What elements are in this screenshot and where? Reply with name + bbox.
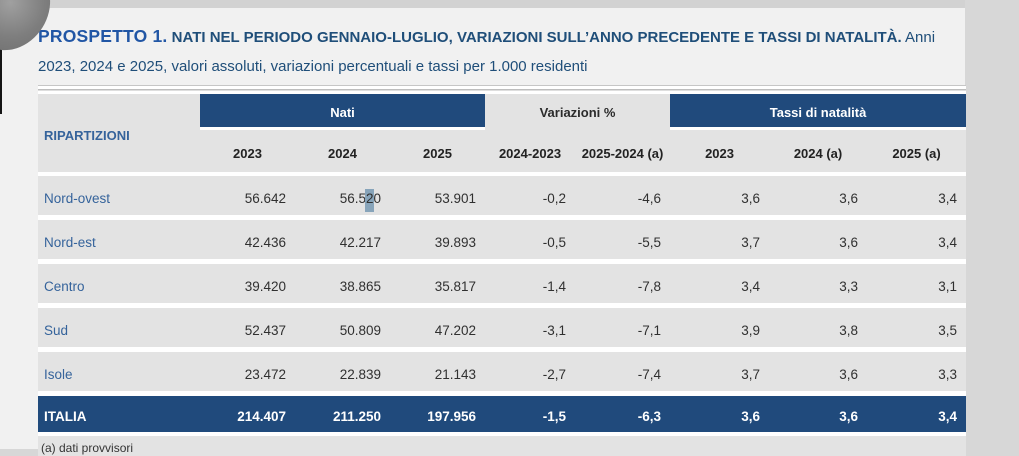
data-cell: 197.956 — [390, 396, 486, 436]
data-cell: 3,4 — [867, 396, 967, 436]
row-label: Nord-ovest — [38, 176, 200, 220]
data-cell: 53.901 — [390, 176, 486, 220]
data-cell: 3,6 — [769, 220, 868, 264]
data-cell: 21.143 — [390, 352, 486, 396]
column-header: 2024 — [295, 130, 390, 176]
data-cell: -2,7 — [485, 352, 576, 396]
data-cell: 56.520 — [295, 176, 390, 220]
table-row: Nord-est 42.436 42.217 39.893 -0,5 -5,5 3,7 3,6… — [38, 220, 967, 264]
column-header: 2023 — [200, 130, 295, 176]
data-cell: 56.642 — [200, 176, 295, 220]
total-row: ITALIA 214.407 211.250 197.956 -1,5 -6,3 3,6 3,… — [38, 396, 967, 436]
data-cell: -1,4 — [485, 264, 576, 308]
table-body: Nord-ovest 56.642 56.520 53.901 -0,2 -4,6 3,6 3… — [38, 176, 967, 436]
table-row: Nord-ovest 56.642 56.520 53.901 -0,2 -4,6 3,6 3… — [38, 176, 967, 220]
row-label: Centro — [38, 264, 200, 308]
column-group-nati: Nati — [200, 94, 486, 130]
table-footnote: (a) dati provvisori — [38, 436, 966, 456]
table-title: PROSPETTO 1. NATI NEL PERIODO GENNAIO-LU… — [38, 22, 966, 81]
column-header: 2023 — [670, 130, 770, 176]
right-gray-strip — [965, 0, 1019, 456]
table-header: RIPARTIZIONI Nati Variazioni % Tassi di na… — [38, 94, 967, 176]
data-cell: 3,4 — [867, 220, 967, 264]
data-cell: -3,1 — [485, 308, 576, 352]
title-divider-rule — [38, 85, 966, 94]
data-cell: 39.420 — [200, 264, 295, 308]
data-cell: -1,5 — [485, 396, 576, 436]
data-cell: -7,8 — [575, 264, 671, 308]
top-gray-strip — [0, 0, 1019, 8]
data-cell: 3,6 — [670, 396, 770, 436]
data-cell: 3,1 — [867, 264, 967, 308]
data-cell: -4,6 — [575, 176, 671, 220]
data-cell: 3,3 — [769, 264, 868, 308]
column-group-variazioni-: Variazioni % — [485, 94, 671, 130]
left-edge-artifact — [0, 0, 2, 114]
column-group-tassi-di-natalit-: Tassi di natalità — [670, 94, 967, 130]
data-cell: 3,7 — [670, 352, 770, 396]
column-header: 2024 (a) — [769, 130, 868, 176]
data-cell: -0,5 — [485, 220, 576, 264]
title-subtitle: Anni 2023, 2024 e 2025, valori assoluti,… — [38, 29, 936, 75]
selection-highlight: 2 — [364, 188, 375, 212]
prospetto-table: RIPARTIZIONI Nati Variazioni % Tassi di na… — [38, 94, 967, 436]
data-cell: -5,5 — [575, 220, 671, 264]
data-cell: 3,6 — [670, 176, 770, 220]
data-cell: 3,6 — [769, 396, 868, 436]
column-header: 2025-2024 (a) — [575, 130, 671, 176]
data-cell: 3,6 — [769, 352, 868, 396]
data-cell: 3,3 — [867, 352, 967, 396]
row-label: Sud — [38, 308, 200, 352]
data-cell: 39.893 — [390, 220, 486, 264]
document-content: PROSPETTO 1. NATI NEL PERIODO GENNAIO-LU… — [38, 8, 967, 456]
data-cell: 3,4 — [867, 176, 967, 220]
row-label: Nord-est — [38, 220, 200, 264]
title-prefix: PROSPETTO 1. — [38, 26, 168, 46]
table-row: Sud 52.437 50.809 47.202 -3,1 -7,1 3,9 3,8 3,5 — [38, 308, 967, 352]
data-cell: 52.437 — [200, 308, 295, 352]
data-cell: 50.809 — [295, 308, 390, 352]
data-cell: 3,5 — [867, 308, 967, 352]
data-cell: 23.472 — [200, 352, 295, 396]
data-cell: 22.839 — [295, 352, 390, 396]
table-row: Isole 23.472 22.839 21.143 -2,7 -7,4 3,7 3,6 3,3 — [38, 352, 967, 396]
row-label: Isole — [38, 352, 200, 396]
column-header: 2025 — [390, 130, 486, 176]
data-cell: 3,4 — [670, 264, 770, 308]
data-cell: 3,8 — [769, 308, 868, 352]
data-cell: 3,6 — [769, 176, 868, 220]
data-cell: 42.217 — [295, 220, 390, 264]
table-row: Centro 39.420 38.865 35.817 -1,4 -7,8 3,4 3,3 3,… — [38, 264, 967, 308]
row-label: ITALIA — [38, 396, 200, 436]
title-caps: NATI NEL PERIODO GENNAIO-LUGLIO, VARIAZI… — [167, 29, 902, 46]
data-cell: 42.436 — [200, 220, 295, 264]
column-header: 2024-2023 — [485, 130, 576, 176]
data-cell: 38.865 — [295, 264, 390, 308]
data-cell: -0,2 — [485, 176, 576, 220]
data-cell: 35.817 — [390, 264, 486, 308]
data-cell: 3,7 — [670, 220, 770, 264]
data-cell: 214.407 — [200, 396, 295, 436]
column-header: 2025 (a) — [867, 130, 967, 176]
data-cell: 47.202 — [390, 308, 486, 352]
data-cell: 3,9 — [670, 308, 770, 352]
data-cell: 211.250 — [295, 396, 390, 436]
data-cell: -6,3 — [575, 396, 671, 436]
data-cell: -7,4 — [575, 352, 671, 396]
row-header-label: RIPARTIZIONI — [38, 94, 200, 176]
data-cell: -7,1 — [575, 308, 671, 352]
